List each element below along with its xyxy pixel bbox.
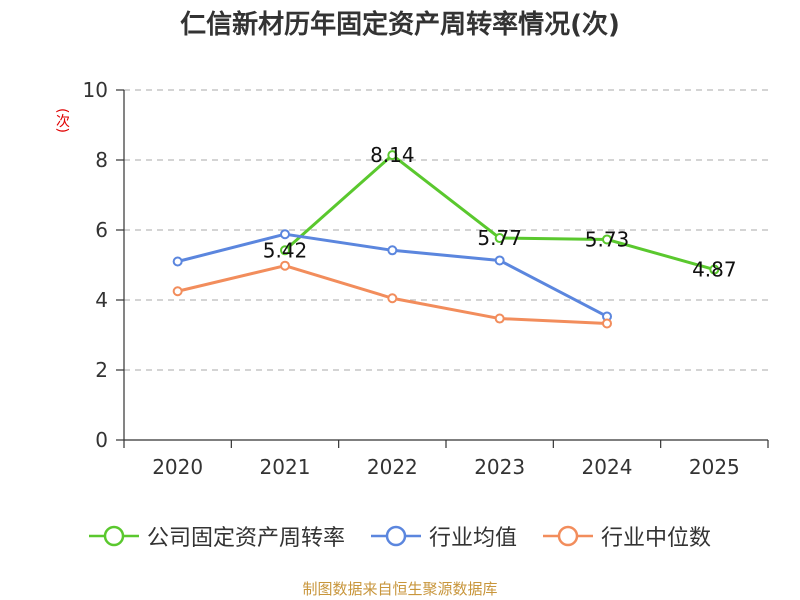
data-point[interactable] [494, 313, 505, 324]
x-tick-label: 2020 [152, 455, 203, 479]
series-line-0 [284, 153, 715, 271]
legend: 公司固定资产周转率 行业均值 行业中位数 [0, 520, 800, 552]
legend-swatch-icon [543, 525, 593, 547]
y-axis-unit-label: (次) [54, 108, 70, 133]
x-tick-label: 2023 [474, 455, 525, 479]
data-point[interactable] [172, 286, 183, 297]
y-tick-label: 6 [95, 218, 108, 242]
data-point[interactable] [709, 264, 720, 275]
legend-swatch-icon [370, 525, 421, 547]
data-point[interactable] [387, 293, 398, 304]
data-label: 4.87 [692, 258, 737, 282]
legend-item[interactable]: 行业中位数 [543, 520, 711, 552]
x-tick-label: 2022 [367, 455, 418, 479]
data-point[interactable] [172, 256, 183, 267]
y-tick-label: 10 [83, 78, 108, 102]
legend-label: 公司固定资产周转率 [146, 526, 345, 551]
data-label: 8.14 [370, 143, 415, 167]
legend-label: 行业中位数 [601, 526, 712, 551]
data-point[interactable] [387, 245, 398, 256]
legend-item[interactable]: 公司固定资产周转率 [88, 520, 345, 552]
chart-title: 仁信新材历年固定资产周转率情况(次) [180, 10, 620, 40]
y-tick-label: 8 [95, 148, 108, 172]
legend-item[interactable]: 行业均值 [370, 520, 517, 552]
y-tick-label: 2 [95, 358, 108, 382]
data-point[interactable] [494, 233, 505, 244]
source-note: 制图数据来自恒生聚源数据库 [302, 580, 498, 598]
data-point[interactable] [602, 318, 612, 329]
x-tick-label: 2025 [689, 455, 740, 479]
y-tick-label: 4 [95, 288, 108, 312]
y-tick-label: 0 [95, 428, 108, 452]
x-tick-label: 2021 [260, 455, 311, 479]
data-point[interactable] [387, 150, 398, 161]
data-label: 5.77 [477, 226, 522, 250]
x-tick-label: 2024 [582, 455, 633, 479]
data-point[interactable] [280, 260, 290, 271]
data-point[interactable] [280, 245, 290, 256]
data-point[interactable] [280, 229, 290, 240]
data-label: 5.73 [585, 227, 630, 251]
data-label: 5.42 [263, 238, 308, 262]
legend-label: 行业均值 [428, 526, 517, 551]
data-point[interactable] [494, 255, 505, 266]
data-point[interactable] [602, 234, 612, 245]
legend-swatch-icon [88, 525, 139, 547]
